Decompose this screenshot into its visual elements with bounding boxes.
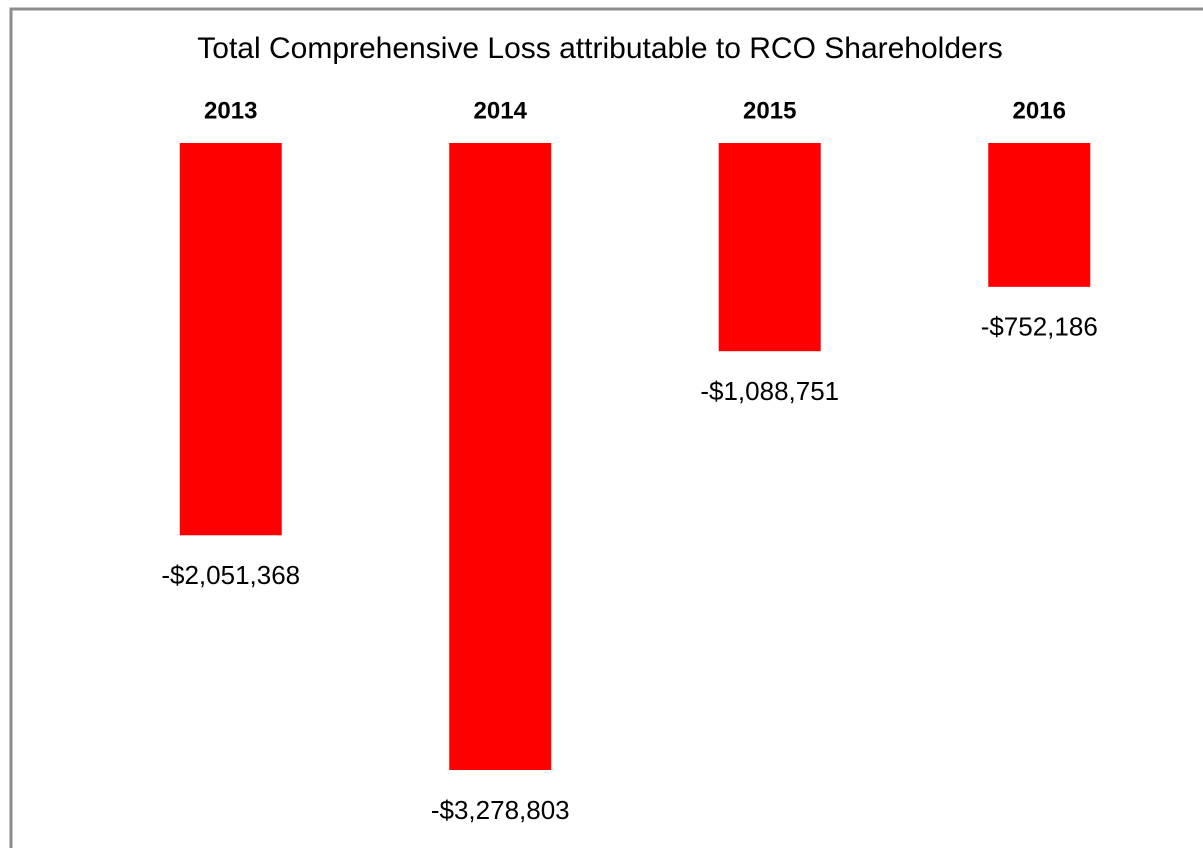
category-label: 2016 <box>1013 97 1066 124</box>
category-label: 2014 <box>474 97 528 124</box>
chart-title: Total Comprehensive Loss attributable to… <box>197 32 1002 65</box>
category-label: 2015 <box>743 97 796 124</box>
value-label: -$2,051,368 <box>161 560 300 590</box>
category-label: 2013 <box>204 97 257 124</box>
bar <box>449 143 552 770</box>
bar <box>179 143 282 536</box>
value-label: -$1,088,751 <box>700 376 839 406</box>
value-label: -$3,278,803 <box>431 795 570 825</box>
bar <box>988 143 1091 287</box>
bar <box>718 143 821 352</box>
value-label: -$752,186 <box>981 312 1098 342</box>
